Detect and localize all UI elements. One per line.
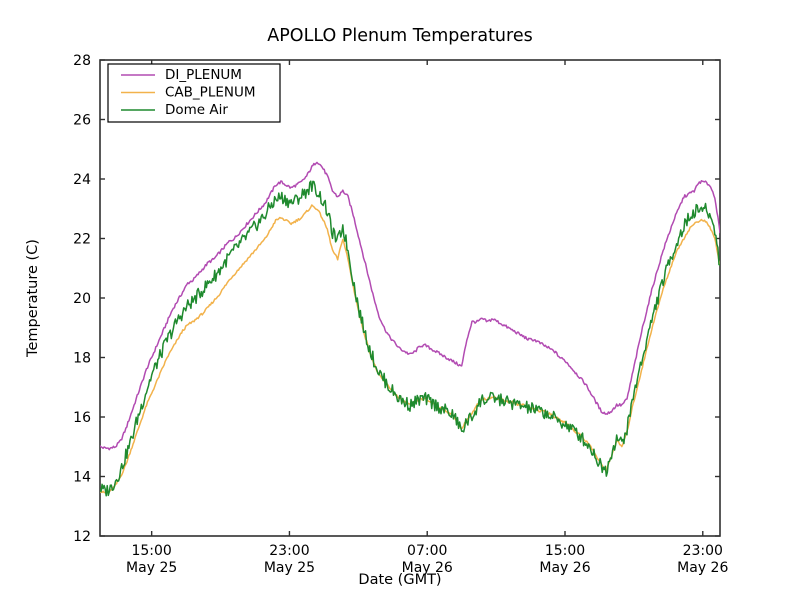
y-tick-label: 16: [73, 410, 91, 426]
x-tick-label-time: 23:00: [683, 543, 723, 559]
x-tick-label-date: May 25: [126, 560, 177, 576]
x-tick-label-time: 07:00: [407, 543, 447, 559]
y-tick-label: 20: [73, 291, 91, 307]
y-tick-label: 12: [73, 529, 91, 545]
x-tick-label-date: May 26: [539, 560, 590, 576]
x-tick-label-date: May 26: [677, 560, 728, 576]
x-tick-label-date: May 26: [402, 560, 453, 576]
y-tick-label: 22: [73, 232, 91, 248]
chart-title: APOLLO Plenum Temperatures: [267, 26, 533, 46]
x-tick-label-time: 23:00: [269, 543, 309, 559]
axes-frame: [99, 59, 721, 537]
legend-label-di-plenum: DI_PLENUM: [165, 67, 242, 83]
series-line-di-plenum: [100, 161, 720, 451]
x-tick-label-time: 15:00: [131, 543, 171, 559]
legend-label-cab-plenum: CAB_PLENUM: [165, 85, 256, 101]
legend-label-dome-air: Dome Air: [165, 102, 228, 118]
y-tick-label: 28: [73, 53, 91, 69]
y-tick-label: 24: [73, 172, 91, 188]
x-tick-label-date: May 25: [264, 560, 315, 576]
series-line-cab-plenum: [100, 204, 720, 494]
x-axis-label: Date (GMT): [358, 572, 442, 588]
y-tick-label: 14: [73, 470, 91, 486]
x-tick-label-time: 15:00: [545, 543, 585, 559]
series-line-dome-air: [100, 180, 720, 497]
y-tick-label: 18: [73, 351, 91, 367]
y-tick-label: 26: [73, 113, 91, 129]
